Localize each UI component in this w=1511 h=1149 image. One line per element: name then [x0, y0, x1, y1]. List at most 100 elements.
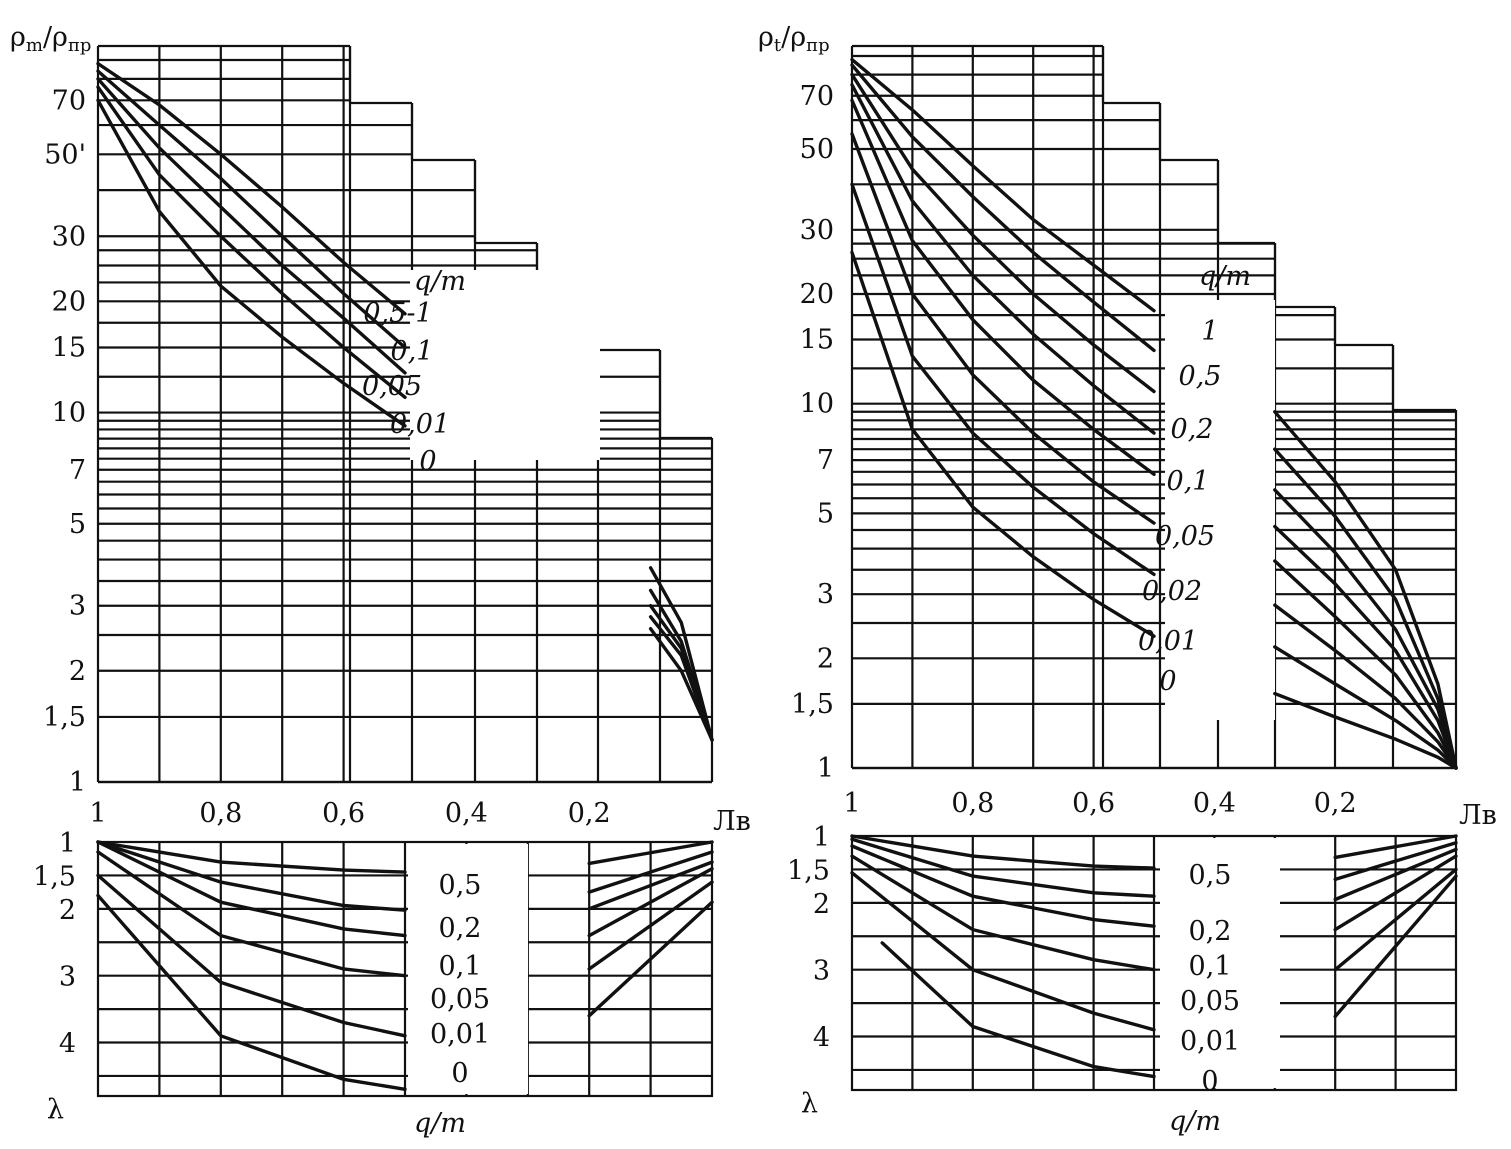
series-line-0,2	[1333, 841, 1458, 882]
series-label: 0,01	[430, 1019, 490, 1050]
x-axis-label: Лв	[713, 806, 751, 837]
series-line-0	[587, 900, 714, 1018]
series-line-0,05	[850, 854, 1156, 972]
series-line-0,2	[850, 72, 1156, 394]
left-lower-chart: 11,52 3 4 λ q/m 0,5 0,2 0,10,05 0,01 0	[33, 828, 714, 1139]
y-tick-label: 1	[813, 822, 830, 853]
series-label: 0,2	[1189, 916, 1232, 947]
series-line-0	[1333, 874, 1458, 1019]
y-tick-label: 20	[800, 279, 834, 310]
y-tick-label: 5	[817, 498, 834, 529]
x-tick-label: 0,6	[322, 798, 365, 829]
series-line-0,5	[1333, 834, 1458, 860]
series-line-0,2	[850, 837, 1156, 898]
series-line-0	[850, 250, 1156, 638]
y-axis-label: λ	[801, 1088, 818, 1119]
y-tick-label: 10	[52, 398, 86, 429]
series-line-0,01	[850, 182, 1156, 577]
series-line-0,2	[1273, 488, 1458, 770]
series-line-0,5	[1273, 447, 1458, 770]
series-line-0,01	[96, 873, 407, 1038]
series-line-0,1	[850, 83, 1156, 435]
series-label: 0,5	[1189, 860, 1232, 891]
right-lower-chart: 11,52 3 4 λ q/m 0,5 0,2 0,1 0,05 0,01 0	[787, 822, 1458, 1137]
series-label: 0,5	[1179, 361, 1222, 392]
series-label: 0,2	[439, 913, 482, 944]
series-label: 0,01	[1180, 1026, 1240, 1057]
y-axis-label: ρm/ρпр	[10, 22, 91, 56]
series-line-0	[96, 98, 407, 428]
series-line-0,5	[850, 63, 1156, 353]
series-line-0,1	[587, 860, 714, 911]
y-tick-label: 3	[59, 962, 76, 993]
series-label: 1	[1201, 316, 1218, 347]
series-line-0	[880, 941, 1156, 1079]
label-area	[1165, 300, 1275, 720]
x-tick-label: 0,8	[951, 788, 994, 819]
y-tick-label: 1,5	[787, 855, 830, 886]
series-line-0,02	[1273, 603, 1458, 770]
y-tick-label: 70	[52, 85, 86, 116]
y-tick-label: 1,5	[791, 689, 834, 720]
series-line-0,05	[96, 77, 407, 375]
y-axis-label: ρt/ρпр	[758, 22, 830, 56]
y-tick-label: 2	[817, 643, 834, 674]
x-tick-label: 0,4	[1193, 788, 1236, 819]
series-label: 0,1	[391, 336, 434, 367]
y-tick-label: 4	[59, 1029, 76, 1060]
y-tick-label: 1	[59, 828, 76, 859]
series-line-0,1	[850, 844, 1156, 928]
series-label: 0	[1201, 1066, 1218, 1097]
series-line-0,01	[1333, 867, 1458, 972]
series-line-0,1	[96, 69, 407, 350]
series-label: 0	[1159, 666, 1176, 697]
series-line-0	[1273, 691, 1458, 770]
series-label: 0,05	[1155, 521, 1215, 552]
y-tick-label: 3	[817, 579, 834, 610]
series-label: 0,2	[1171, 414, 1214, 445]
series-header-label: q/m	[1199, 261, 1251, 292]
y-tick-label: 3	[69, 591, 86, 622]
series-header-label: q/m	[414, 266, 466, 297]
series-line-0,2	[587, 850, 714, 894]
x-tick-label: 0,6	[1072, 788, 1115, 819]
y-tick-label: 1	[817, 753, 834, 784]
x-tick-label: 0,2	[568, 798, 611, 829]
x-tick-label: 1	[843, 788, 860, 819]
x-axis-label: q/m	[414, 1108, 466, 1139]
series-line-0,05	[587, 867, 714, 938]
grid	[850, 44, 1458, 770]
y-tick-label: 10	[800, 389, 834, 420]
label-area	[408, 844, 528, 1094]
grid	[96, 840, 714, 1098]
series-line-0,05	[96, 850, 407, 978]
series-line-0,02	[850, 132, 1156, 525]
y-tick-label: 1,5	[43, 702, 86, 733]
y-tick-label: 1,5	[33, 861, 76, 892]
series-line-0,1	[96, 840, 407, 938]
series-line-0	[96, 893, 407, 1091]
series-line-1	[850, 57, 1156, 313]
series-label: 0,02	[1142, 576, 1202, 607]
series-label: 0,01	[390, 409, 450, 440]
series-line-0,01	[648, 615, 714, 742]
left-upper-chart: 70 50' 30 20 15 10 7 5 3 2 1,5 11 0,8 0,6 0,4 0,2 ρm/ρпр…	[10, 22, 751, 837]
series-label: 0	[451, 1058, 468, 1089]
series-line-1	[1273, 410, 1458, 770]
series-line-0,5-1	[96, 61, 407, 316]
series-label: 0,1	[1167, 466, 1210, 497]
series-line-0,05	[1273, 559, 1458, 770]
y-tick-label: 7	[817, 445, 834, 476]
label-area	[1160, 838, 1280, 1088]
series-line-0,01	[96, 85, 407, 399]
y-tick-label: 50'	[44, 139, 86, 170]
series-line-0,01	[587, 880, 714, 971]
series-line-0	[648, 627, 714, 742]
x-tick-label: 1	[89, 798, 106, 829]
y-tick-label: 2	[813, 889, 830, 920]
series-line-0,2	[96, 840, 407, 912]
series-line-0,1	[1273, 524, 1458, 770]
label-area	[410, 270, 600, 460]
